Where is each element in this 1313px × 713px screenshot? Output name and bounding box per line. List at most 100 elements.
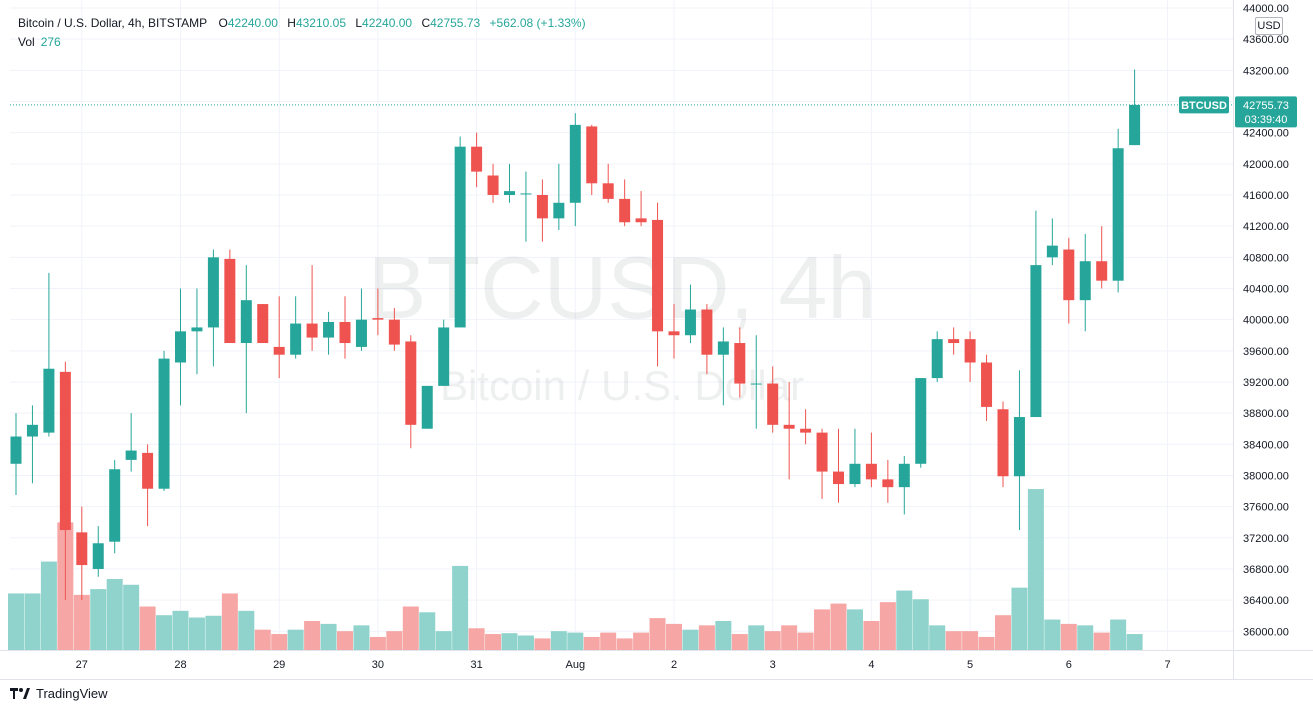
candle: [586, 124, 598, 195]
candle: [175, 288, 186, 406]
candle-body: [849, 463, 861, 485]
price-tick-label: 39200.00: [1243, 377, 1289, 389]
price-tick-label: 36000.00: [1243, 626, 1289, 638]
candle-body: [898, 463, 910, 488]
candle: [915, 378, 927, 468]
candle: [421, 385, 433, 429]
candle-body: [355, 319, 367, 347]
candle-body: [553, 202, 565, 219]
candle: [701, 304, 713, 375]
volume-bar: [830, 603, 847, 650]
volume-bar: [320, 623, 337, 650]
candle-body: [290, 323, 302, 355]
volume-bar: [1126, 634, 1143, 650]
last-price-box: [1235, 96, 1297, 128]
price-tick-label: 40400.00: [1243, 283, 1289, 295]
candle: [520, 171, 532, 242]
price-tick-label: 43200.00: [1243, 65, 1289, 77]
price-tick-label: 42400.00: [1243, 128, 1289, 140]
candle: [898, 455, 910, 515]
volume-bar: [106, 578, 123, 650]
candle: [290, 296, 302, 359]
candle: [948, 327, 960, 355]
candle: [553, 163, 565, 231]
candle-body: [158, 358, 170, 489]
candle: [109, 459, 121, 554]
candle-body: [767, 383, 779, 425]
candle-body: [816, 432, 828, 472]
volume-label[interactable]: Vol: [18, 35, 35, 49]
candle: [997, 401, 1009, 488]
price-tick-label: 44000.00: [1243, 3, 1289, 15]
candle-body: [997, 409, 1009, 477]
volume-bar: [666, 623, 682, 650]
volume-bar: [73, 594, 90, 650]
watermark: BTCUSD, 4h Bitcoin / U.S. Dollar: [368, 238, 877, 409]
candle: [257, 304, 269, 344]
candle-body: [882, 479, 894, 488]
price-tick-label: 38400.00: [1243, 439, 1289, 451]
volume-bar: [534, 638, 551, 650]
candle: [405, 335, 417, 449]
volume-bar: [698, 625, 715, 650]
time-tick-label: 4: [868, 659, 874, 671]
volume-bar: [40, 561, 57, 650]
candle: [865, 432, 877, 488]
candle: [652, 202, 664, 367]
last-price-label: 42755.73: [1243, 100, 1289, 112]
volume-bar: [485, 634, 502, 650]
candle-body: [405, 341, 417, 425]
candle: [816, 428, 828, 499]
time-tick-label: 2: [671, 659, 677, 671]
price-tick-label: 40800.00: [1243, 252, 1289, 264]
time-tick-label: 28: [174, 659, 186, 671]
price-axis[interactable]: 36000.00 36400.00 36800.00 37200.00 37600.00…: [1243, 3, 1289, 638]
candle: [240, 265, 252, 414]
candle: [224, 249, 236, 344]
time-tick-label: 30: [372, 659, 384, 671]
volume-bar: [649, 618, 666, 650]
candle: [1046, 218, 1058, 266]
time-tick-label: 6: [1066, 659, 1072, 671]
time-axis[interactable]: 27 28 29 30 31 Aug 2 3 4 5 6 7: [76, 659, 1171, 671]
volume-bar: [156, 615, 173, 650]
volume-bar: [600, 632, 617, 650]
symbol-title[interactable]: Bitcoin / U.S. Dollar, 4h, BITSTAMP: [18, 16, 208, 30]
currency-button[interactable]: USD: [1255, 17, 1283, 35]
tradingview-branding[interactable]: TradingView: [10, 686, 108, 701]
candle: [273, 296, 285, 379]
volume-bar: [452, 565, 469, 650]
volume-bar: [1027, 489, 1044, 650]
high-value: 43210.05: [295, 16, 346, 30]
candle-body: [125, 450, 137, 460]
series-legend: Bitcoin / U.S. Dollar, 4h, BITSTAMP O422…: [18, 16, 592, 30]
candle: [454, 136, 466, 328]
last-price-marker: BTCUSD 42755.73 03:39:40: [1179, 96, 1297, 128]
candle-body: [504, 191, 515, 195]
volume-bar: [271, 634, 288, 650]
candle-body: [191, 327, 203, 332]
volume-bar: [929, 625, 946, 650]
candle-body: [224, 258, 236, 344]
price-tick-label: 40000.00: [1243, 315, 1289, 327]
candle-body: [668, 331, 680, 336]
candle-body: [1129, 104, 1141, 146]
candle-body: [931, 339, 943, 379]
low-label: L: [355, 16, 363, 30]
candle: [833, 428, 844, 503]
volume-bar: [1044, 619, 1061, 650]
candle: [1112, 128, 1124, 293]
candle-body: [339, 321, 351, 344]
volume-bar: [337, 631, 353, 650]
candle-body: [1013, 417, 1025, 477]
candle: [372, 288, 384, 336]
volume-bar: [814, 609, 831, 650]
volume-bar: [978, 636, 995, 650]
price-tick-label: 38000.00: [1243, 470, 1289, 482]
price-tick-label: 36800.00: [1243, 564, 1289, 576]
volume-bar: [369, 636, 386, 650]
candle: [471, 132, 483, 188]
candle: [306, 265, 318, 351]
candle: [882, 459, 894, 503]
